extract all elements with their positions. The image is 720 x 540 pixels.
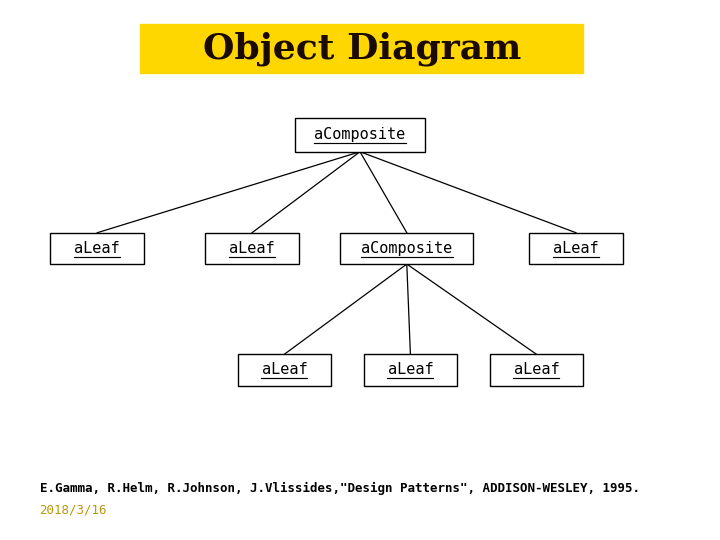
Text: aLeaf: aLeaf <box>229 241 275 256</box>
Text: aComposite: aComposite <box>361 241 452 256</box>
FancyBboxPatch shape <box>340 233 474 264</box>
FancyBboxPatch shape <box>529 233 623 264</box>
FancyBboxPatch shape <box>238 354 331 386</box>
FancyBboxPatch shape <box>295 118 425 152</box>
Text: aLeaf: aLeaf <box>74 241 120 256</box>
Text: aComposite: aComposite <box>315 127 405 143</box>
FancyBboxPatch shape <box>490 354 583 386</box>
FancyBboxPatch shape <box>50 233 144 264</box>
Text: aLeaf: aLeaf <box>513 362 559 377</box>
Text: E.Gamma, R.Helm, R.Johnson, J.Vlissides,"Design Patterns", ADDISON-WESLEY, 1995.: E.Gamma, R.Helm, R.Johnson, J.Vlissides,… <box>40 482 639 495</box>
Text: aLeaf: aLeaf <box>387 362 433 377</box>
FancyBboxPatch shape <box>205 233 299 264</box>
Text: aLeaf: aLeaf <box>261 362 307 377</box>
Text: aLeaf: aLeaf <box>553 241 599 256</box>
Text: 2018/3/16: 2018/3/16 <box>40 504 107 517</box>
FancyBboxPatch shape <box>140 24 583 73</box>
FancyBboxPatch shape <box>364 354 457 386</box>
Text: Object Diagram: Object Diagram <box>202 31 521 66</box>
